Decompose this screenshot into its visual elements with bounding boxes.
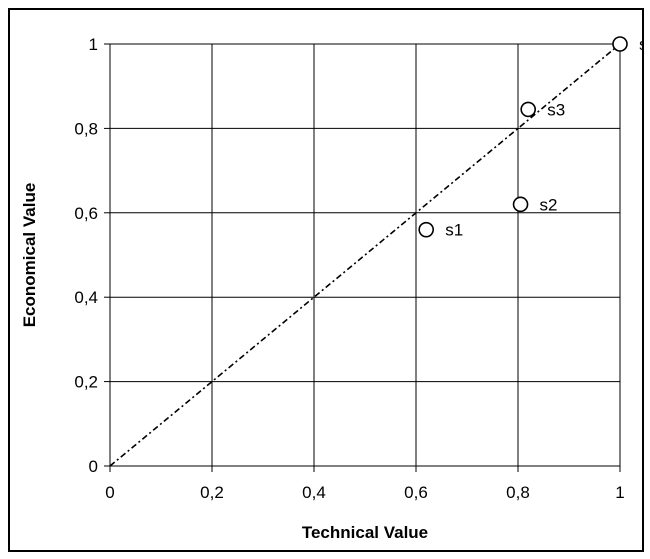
chart-frame: 0 0,2 0,4 0,6 0,8 1 0 0,2 0,4 0,6 0,8 1 s1 s2 s3 s Tec… bbox=[8, 8, 644, 552]
y-axis-title: Economical Value bbox=[20, 183, 39, 328]
tick-labels: 0 0,2 0,4 0,6 0,8 1 0 0,2 0,4 0,6 0,8 1 bbox=[74, 35, 624, 502]
x-tick-label: 0,4 bbox=[302, 483, 326, 502]
y-tick-label: 0,2 bbox=[74, 373, 98, 392]
y-tick-label: 1 bbox=[89, 35, 98, 54]
x-axis-title: Technical Value bbox=[302, 523, 428, 542]
y-tick-label: 0,4 bbox=[74, 288, 98, 307]
x-tick-label: 0,8 bbox=[506, 483, 530, 502]
y-tick-label: 0,6 bbox=[74, 204, 98, 223]
point-marker bbox=[612, 36, 628, 52]
reference-line bbox=[109, 43, 621, 467]
x-tick-label: 0,2 bbox=[200, 483, 224, 502]
point-marker bbox=[520, 101, 537, 118]
y-tick-label: 0,8 bbox=[74, 119, 98, 138]
data-points: s1 s2 s3 s bbox=[418, 35, 642, 240]
point-label: s2 bbox=[540, 195, 558, 214]
point-label: s1 bbox=[445, 221, 463, 240]
grid bbox=[104, 43, 621, 472]
scatter-chart: 0 0,2 0,4 0,6 0,8 1 0 0,2 0,4 0,6 0,8 1 s1 s2 s3 s Tec… bbox=[20, 35, 642, 542]
x-tick-label: 0,6 bbox=[404, 483, 428, 502]
point-label: s bbox=[639, 35, 642, 54]
point-label: s3 bbox=[547, 100, 565, 119]
diagonal-line bbox=[109, 43, 621, 467]
point-marker bbox=[418, 221, 435, 238]
point-marker bbox=[512, 196, 529, 213]
y-tick-label: 0 bbox=[89, 457, 98, 476]
x-tick-label: 0 bbox=[105, 483, 114, 502]
x-tick-label: 1 bbox=[615, 483, 624, 502]
